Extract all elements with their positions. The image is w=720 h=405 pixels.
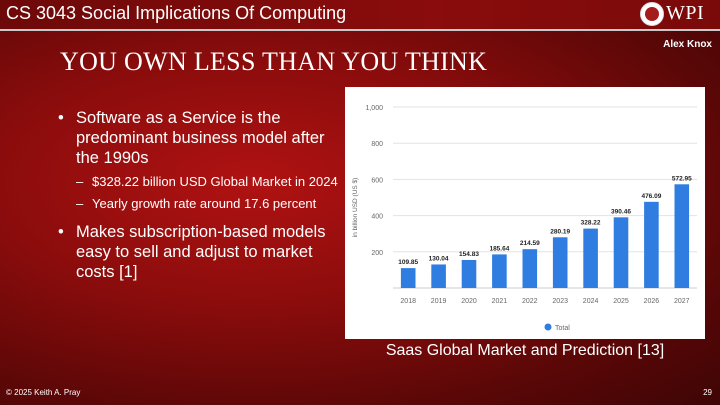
y-tick-label: 600	[371, 177, 383, 184]
legend-swatch	[544, 323, 552, 331]
data-label: 572.95	[672, 175, 692, 182]
top-bar: CS 3043 Social Implications Of Computing…	[0, 0, 720, 31]
data-label: 390.46	[611, 208, 631, 215]
y-tick-label: 400	[371, 214, 383, 221]
bullet-list: Software as a Service is the predominant…	[58, 108, 343, 282]
bullet-item: Makes subscription-based models easy to …	[58, 222, 343, 282]
chart-caption: Saas Global Market and Prediction [13]	[385, 342, 665, 359]
copyright: © 2025 Keith A. Pray	[6, 388, 81, 397]
x-tick-label: 2021	[492, 298, 508, 305]
x-tick-label: 2026	[644, 298, 660, 305]
wpi-logo: WPI	[640, 2, 714, 28]
page-number: 29	[703, 388, 712, 397]
bar-chart: 200 400 600 800 1,000 in billion USD (US $) 10…	[352, 105, 697, 332]
logo-text: WPI	[666, 2, 705, 24]
bar	[552, 237, 568, 288]
data-label: 154.83	[459, 251, 479, 258]
bar	[492, 254, 507, 288]
bar	[644, 201, 659, 288]
y-tick-label: 800	[371, 141, 383, 148]
bar	[522, 249, 538, 288]
author-name: Alex Knox	[663, 39, 712, 50]
bar	[583, 228, 598, 288]
data-label: 476.09	[641, 193, 661, 200]
bar	[613, 217, 629, 288]
legend-label: Total	[555, 325, 570, 332]
y-tick-label: 200	[371, 250, 383, 257]
bar	[461, 259, 477, 288]
data-label: 280.19	[550, 228, 570, 235]
y-axis-label: in billion USD (US $)	[352, 178, 359, 238]
sub-bullet-item: Yearly growth rate around 17.6 percent	[76, 196, 343, 212]
bar	[400, 268, 416, 288]
x-tick-label: 2023	[552, 298, 568, 305]
data-label: 109.85	[398, 259, 418, 266]
data-label: 185.64	[489, 245, 509, 252]
x-tick-label: 2019	[431, 298, 447, 305]
bar	[674, 184, 690, 288]
data-label: 214.59	[520, 240, 540, 247]
data-label: 130.04	[429, 255, 449, 262]
sub-bullet-item: $328.22 billion USD Global Market in 202…	[76, 174, 343, 190]
bar	[431, 264, 446, 288]
chart-panel: 200 400 600 800 1,000 in billion USD (US $) 10…	[345, 87, 705, 339]
x-tick-label: 2020	[461, 298, 477, 305]
data-label: 328.22	[581, 220, 601, 227]
x-tick-label: 2022	[522, 298, 538, 305]
x-tick-label: 2025	[613, 298, 629, 305]
x-tick-label: 2027	[674, 298, 690, 305]
slide-title: YOU OWN LESS THAN YOU THINK	[60, 47, 488, 76]
x-tick-label: 2018	[400, 298, 416, 305]
bullet-item: Software as a Service is the predominant…	[58, 108, 343, 168]
x-tick-label: 2024	[583, 298, 599, 305]
course-title: CS 3043 Social Implications Of Computing	[6, 3, 347, 23]
wpi-seal-icon	[640, 2, 664, 26]
y-tick-label: 1,000	[365, 105, 383, 112]
